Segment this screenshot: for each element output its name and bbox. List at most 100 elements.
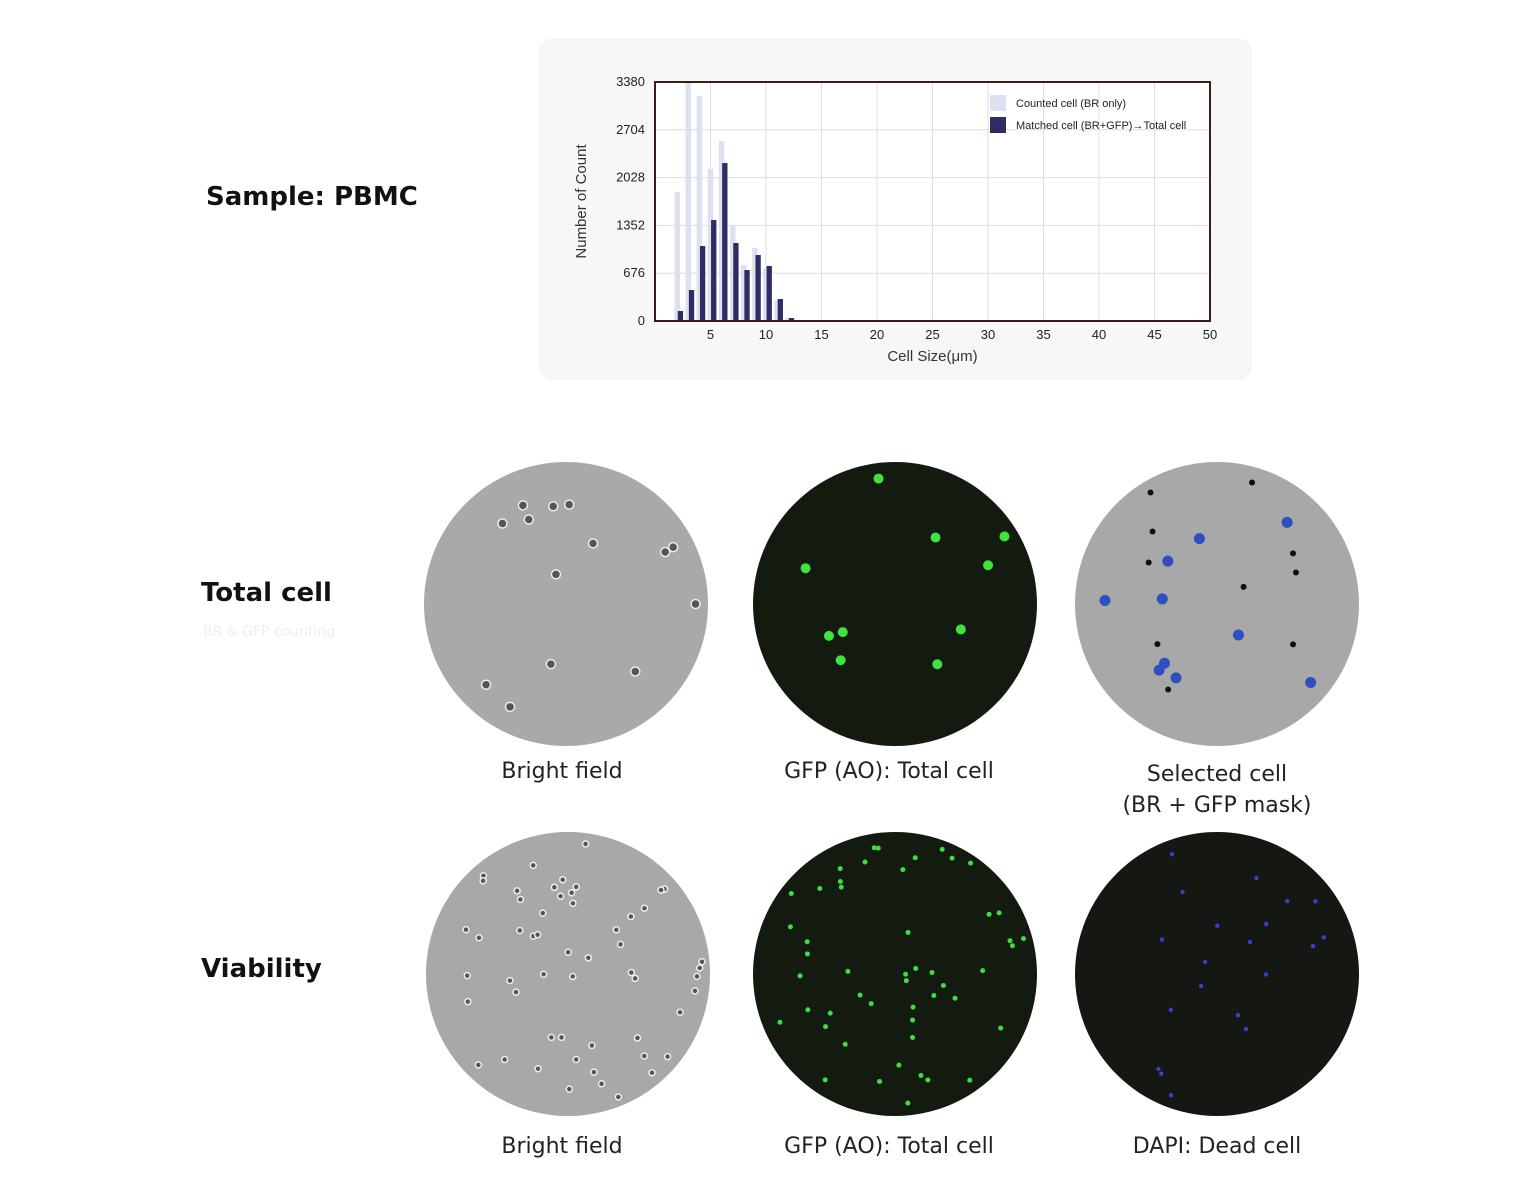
- y-tick-label: 0: [638, 313, 645, 328]
- micrograph: [426, 832, 710, 1116]
- cell: [657, 886, 665, 894]
- cell: [1290, 641, 1297, 648]
- bar: [766, 265, 772, 321]
- cell: [868, 1001, 874, 1007]
- plot-frame: [654, 81, 1211, 322]
- cell: [567, 889, 576, 897]
- cell: [550, 883, 559, 892]
- cell: [925, 1077, 931, 1083]
- cell: [827, 1010, 833, 1016]
- chart: 0 676 1352 2028 2704 3380 5 10 15 20 25 30 35 40 45 50 C…: [573, 74, 1217, 365]
- y-axis-title: Number of Count: [573, 144, 590, 259]
- legend-swatch: [990, 95, 1006, 111]
- cell: [564, 948, 572, 956]
- cell: [955, 624, 966, 635]
- bar: [744, 270, 750, 321]
- cell: [1193, 533, 1205, 545]
- cell: [534, 1064, 542, 1073]
- cell: [690, 598, 701, 610]
- cell: [999, 531, 1010, 542]
- cell: [857, 992, 863, 998]
- cell: [616, 940, 625, 949]
- cell: [952, 995, 958, 1001]
- cell: [968, 860, 974, 866]
- bar: [677, 311, 684, 321]
- x-tick-label: 10: [759, 327, 773, 342]
- cell: [1021, 936, 1027, 942]
- cell: [875, 845, 881, 851]
- bar: [711, 220, 717, 321]
- cell: [557, 1033, 566, 1042]
- cell: [910, 1017, 916, 1023]
- y-tick-label: 1352: [616, 217, 645, 232]
- cell: [1235, 1012, 1241, 1018]
- cell: [1099, 595, 1111, 607]
- cell: [823, 630, 834, 641]
- bar: [688, 290, 695, 321]
- cell: [1281, 516, 1293, 528]
- cell: [569, 972, 577, 981]
- x-tick-label: 45: [1147, 327, 1161, 342]
- cell: [837, 866, 843, 872]
- cell: [581, 840, 590, 848]
- cell: [1305, 677, 1317, 689]
- cell: [817, 886, 823, 892]
- cell: [998, 1025, 1004, 1031]
- cell: [787, 924, 793, 930]
- caption: Bright field: [501, 759, 623, 784]
- cell: [523, 514, 534, 525]
- cell: [631, 974, 639, 983]
- micrograph: [753, 462, 1037, 746]
- cell: [587, 538, 599, 549]
- cell: [1247, 939, 1253, 945]
- cell: [1159, 937, 1165, 942]
- bar: [752, 248, 758, 321]
- cell: [1243, 1026, 1249, 1032]
- cell: [905, 929, 911, 935]
- cell: [558, 875, 567, 884]
- cell: [548, 501, 559, 512]
- cell: [804, 951, 810, 957]
- cell: [1198, 983, 1204, 989]
- cell: [516, 895, 525, 904]
- cell: [949, 855, 955, 861]
- cell: [633, 1034, 642, 1042]
- cell: [513, 887, 521, 895]
- x-tick-label: 40: [1092, 327, 1106, 342]
- cell: [1180, 889, 1185, 895]
- cell: [556, 892, 565, 900]
- cell: [903, 978, 909, 984]
- cell: [871, 845, 877, 851]
- cell: [845, 968, 851, 974]
- cell: [1202, 959, 1208, 965]
- cell: [1168, 1092, 1174, 1098]
- cell: [910, 1034, 916, 1040]
- cell: [877, 1078, 883, 1084]
- cell: [1264, 921, 1269, 927]
- cell: [693, 972, 701, 981]
- cell: [475, 934, 483, 942]
- micrograph: [1075, 832, 1359, 1116]
- cell: [1249, 479, 1256, 486]
- cell: [1292, 569, 1299, 576]
- y-tick-label: 676: [623, 265, 645, 280]
- cell: [1240, 583, 1247, 590]
- cell: [667, 541, 679, 553]
- cell: [614, 1093, 623, 1101]
- cell: [1215, 923, 1220, 928]
- caption: GFP (AO): Total cell: [784, 759, 994, 784]
- cell: [512, 988, 520, 996]
- cell: [584, 954, 593, 962]
- cell: [967, 1077, 973, 1083]
- cell: [1285, 898, 1290, 904]
- x-tick-label: 25: [925, 327, 939, 342]
- cell: [1290, 550, 1297, 557]
- caption: Selected cell (BR + GFP mask): [1122, 762, 1312, 818]
- cell: [838, 884, 844, 890]
- cell: [547, 1033, 556, 1042]
- cell: [640, 1052, 649, 1060]
- cell: [1313, 899, 1318, 904]
- bar: [674, 192, 680, 321]
- cell: [1168, 1007, 1173, 1013]
